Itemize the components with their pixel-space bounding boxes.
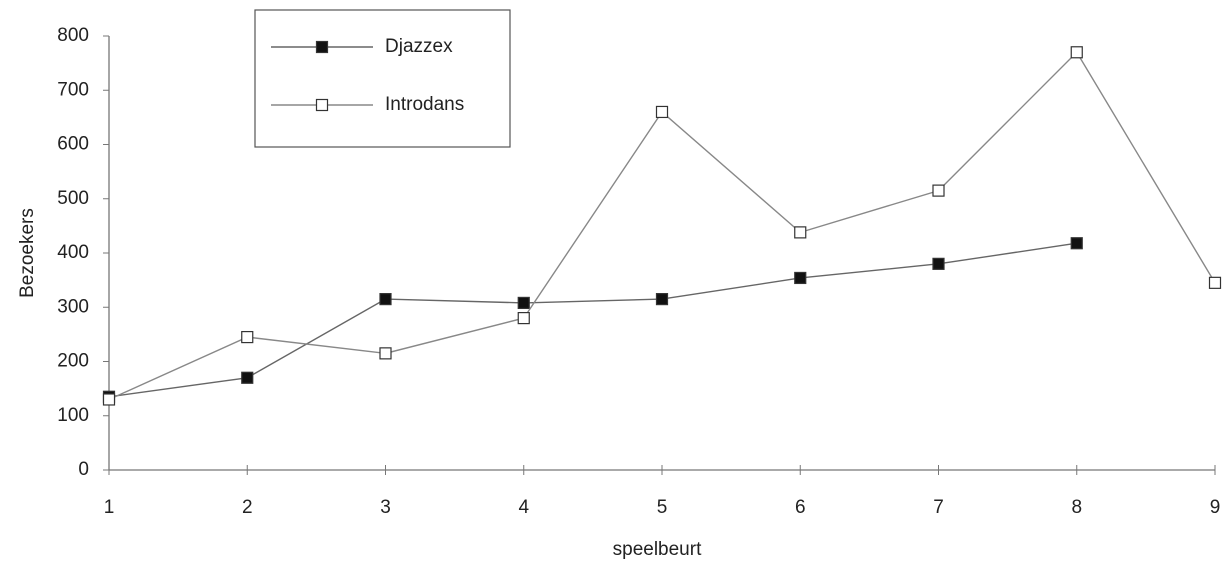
data-point [379,347,392,360]
data-point [517,296,530,310]
legend-box [254,9,511,148]
x-tick-label: 1 [104,497,115,518]
x-tick-label: 3 [380,497,391,518]
x-tick-label: 6 [795,497,806,518]
y-tick-label: 600 [57,134,89,155]
data-point [655,293,669,306]
data-point [794,271,807,285]
x-tick-label: 4 [518,497,529,518]
data-point [655,105,669,119]
data-point [241,371,254,384]
data-point [1070,237,1083,250]
legend-label: Introdans [385,94,464,115]
y-tick-label: 500 [57,188,89,209]
y-tick-label: 0 [78,459,89,480]
x-tick-label: 7 [933,497,944,518]
x-axis-label: speelbeurt [613,539,702,560]
data-point [102,393,116,406]
y-tick-label: 800 [57,25,89,46]
data-point [932,184,945,197]
legend-marker [315,40,329,54]
data-point [932,257,945,270]
data-point [517,312,530,325]
data-point [379,293,392,306]
y-tick-label: 300 [57,296,89,317]
x-tick-label: 5 [657,497,668,518]
series-line [108,242,1077,398]
legend-label: Djazzex [385,36,453,57]
data-point [1208,276,1222,289]
y-tick-label: 400 [57,242,89,263]
y-axis-label: Bezoekers [17,208,38,298]
y-tick-label: 100 [57,405,89,426]
x-tick-label: 8 [1071,497,1082,518]
y-tick-label: 700 [57,79,89,100]
data-point [794,226,807,239]
data-point [1070,46,1083,59]
data-point [241,330,254,344]
legend-marker [315,98,329,112]
x-tick-label: 2 [242,497,253,518]
x-tick-label: 9 [1210,497,1221,518]
y-tick-label: 200 [57,351,89,372]
